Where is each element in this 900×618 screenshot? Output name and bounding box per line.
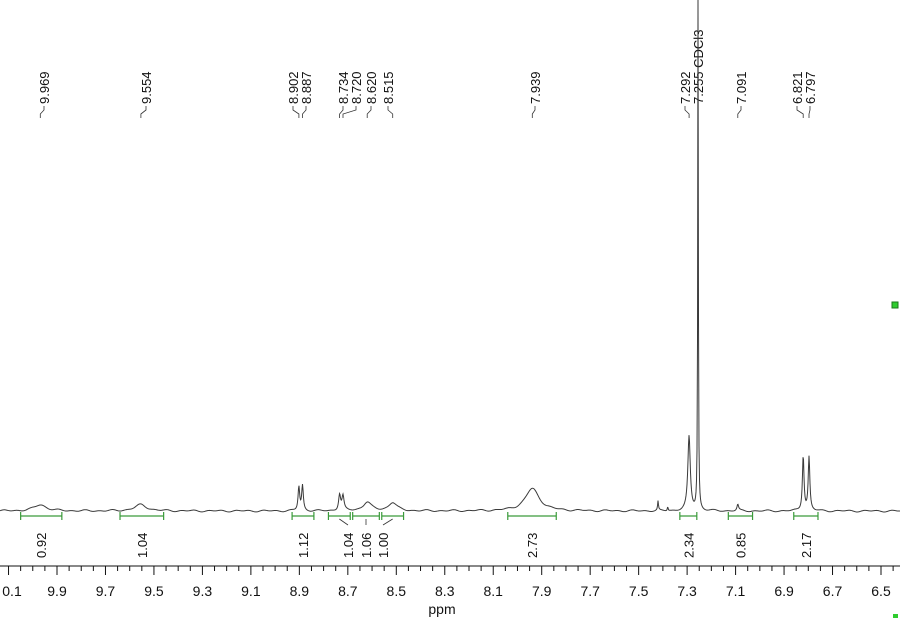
peak-label: 7.091	[734, 71, 749, 104]
x-tick-label: 9.7	[96, 583, 116, 599]
x-tick-label: 8.7	[338, 583, 358, 599]
peak-connector	[292, 106, 300, 118]
peak-connector	[140, 106, 147, 118]
x-tick-label: 0.1	[2, 583, 22, 599]
integral-label: 1.04	[341, 533, 356, 558]
integral-label: 0.85	[733, 533, 748, 558]
side-marker-mid	[891, 301, 899, 309]
peak-connector	[737, 106, 742, 118]
peak-label: 6.797	[803, 71, 818, 104]
x-tick-label: 9.1	[241, 583, 261, 599]
peak-connector	[39, 106, 45, 118]
peak-connector	[366, 106, 372, 118]
peak-label: 8.515	[381, 71, 396, 104]
x-tick-label: 8.1	[484, 583, 504, 599]
peak-connector	[339, 106, 344, 118]
x-tick-label: 6.5	[871, 583, 891, 599]
integral-label: 0.92	[34, 533, 49, 558]
x-axis-title: ppm	[428, 601, 455, 617]
peak-label: 7.292	[678, 71, 693, 104]
integral-label: 2.73	[525, 533, 540, 558]
x-tick-label: 7.3	[677, 583, 697, 599]
integral-group: 0.92 1.04 1.12 1.04 1.06 1.00 2.73 2.34 0.85 2.17	[20, 512, 819, 558]
x-tick-label: 7.7	[580, 583, 600, 599]
x-tick-label: 8.5	[387, 583, 407, 599]
x-tick-label: 9.9	[47, 583, 67, 599]
peak-label: 8.734	[336, 71, 351, 104]
peak-label: 8.887	[299, 71, 314, 104]
x-tick-label: 7.1	[726, 583, 746, 599]
integral-label: 1.06	[359, 533, 374, 558]
x-axis: 0.1 9.9 9.7 9.5 9.3 9.1 8.9 8.7 8.5 8.3 8.1 7.9 7.7 7…	[0, 565, 900, 599]
peak-label: 9.554	[139, 71, 154, 104]
peak-label: 9.969	[37, 71, 52, 104]
x-tick-label: 9.3	[193, 583, 213, 599]
x-tick-label: 6.7	[823, 583, 843, 599]
peak-label: 8.902	[286, 71, 301, 104]
x-tick-label: 7.5	[629, 583, 649, 599]
peak-connector	[808, 106, 811, 118]
peak-connector	[684, 106, 690, 118]
peak-label: 8.720	[349, 71, 364, 104]
x-tick-label: 8.9	[290, 583, 310, 599]
integral-label: 2.34	[681, 533, 696, 558]
peak-connector	[531, 106, 536, 118]
peak-connector	[796, 106, 804, 118]
peak-label: 6.821	[790, 71, 805, 104]
peak-connector	[387, 106, 394, 118]
peak-label: 7.939	[528, 71, 543, 104]
side-marker-bottom	[893, 614, 898, 618]
peak-connector	[342, 106, 357, 118]
integral-label: 1.04	[135, 533, 150, 558]
integral-label: 1.00	[376, 533, 391, 558]
x-tick-label: 8.3	[435, 583, 455, 599]
peak-label: 8.620	[364, 71, 379, 104]
x-tick-label: 9.5	[144, 583, 164, 599]
peak-connector	[302, 106, 307, 118]
integral-connector	[339, 518, 349, 526]
spectrum-trace	[0, 0, 900, 513]
integral-connector	[382, 518, 393, 526]
x-tick-label: 6.9	[774, 583, 794, 599]
integral-label: 1.12	[296, 533, 311, 558]
integral-label: 2.17	[799, 533, 814, 558]
peak-connector-group	[39, 106, 811, 118]
x-tick-label: 7.9	[532, 583, 552, 599]
